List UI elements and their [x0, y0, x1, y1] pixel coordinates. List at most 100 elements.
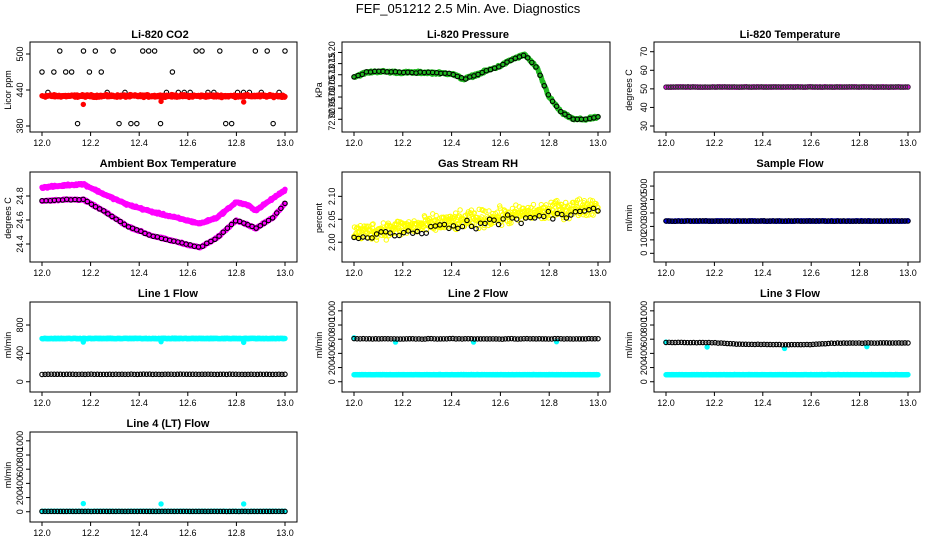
x-tick-label: 12.8 — [228, 138, 246, 148]
y-tick-label: 73.10 — [327, 63, 337, 86]
data-point — [473, 225, 479, 232]
x-tick-label: 12.2 — [82, 138, 100, 148]
x-tick-label: 12.6 — [492, 268, 510, 278]
x-tick-label: 13.0 — [276, 268, 294, 278]
data-point — [240, 99, 247, 105]
x-tick-label: 12.4 — [130, 268, 148, 278]
data-series — [351, 52, 601, 123]
plot-frame — [341, 41, 611, 133]
x-tick-label: 12.6 — [802, 138, 820, 148]
data-point — [158, 338, 164, 345]
y-tick-label: 60 — [639, 65, 649, 75]
y-tick-label: 24.8 — [15, 187, 25, 205]
x-tick-label: 12.8 — [228, 398, 246, 408]
data-point — [51, 69, 57, 75]
data-series — [351, 335, 601, 378]
x-tick-label: 12.0 — [33, 398, 51, 408]
x-tick-label: 12.8 — [540, 138, 558, 148]
x-tick-label: 12.4 — [443, 138, 461, 148]
x-tick-label: 12.4 — [754, 268, 772, 278]
x-tick-label: 12.6 — [492, 138, 510, 148]
data-point — [282, 371, 288, 378]
x-tick-label: 12.8 — [851, 268, 869, 278]
data-point — [145, 48, 152, 54]
data-point — [264, 48, 270, 54]
x-tick-label: 13.0 — [589, 398, 607, 408]
data-point — [140, 48, 146, 54]
panel-pressure-chart: Li-820 Pressure kPa 12.0 12.2 12.4 12.6 12.8… — [314, 29, 611, 148]
x-tick-label: 12.0 — [657, 398, 675, 408]
page-title: FEF_051212 2.5 Min. Ave. Diagnostics — [355, 1, 581, 16]
panel-line1-chart: Line 1 Flow ml/min 12.0 12.2 12.4 12.6 12.8 1… — [3, 288, 298, 408]
y-tick-label: 50 — [639, 84, 649, 94]
y-axis-label: kPa — [314, 82, 324, 98]
data-point — [595, 335, 601, 342]
panel-sampleflow-chart: Sample Flow ml/min 12.0 12.2 12.4 12.6 12.8 1… — [624, 158, 921, 278]
x-tick-label: 12.0 — [657, 138, 675, 148]
data-point — [282, 335, 288, 342]
data-point — [270, 120, 276, 127]
data-point — [134, 120, 140, 127]
data-point — [252, 48, 259, 54]
x-tick-label: 13.0 — [899, 138, 917, 148]
y-tick-label: 2.10 — [327, 188, 337, 206]
data-point — [457, 207, 463, 213]
panel-title: Gas Stream RH — [438, 158, 518, 170]
y-tick-label: 0 — [327, 379, 337, 384]
x-tick-label: 13.0 — [276, 138, 294, 148]
y-tick-label: 500 — [15, 46, 25, 61]
x-tick-label: 12.2 — [706, 138, 724, 148]
data-point — [530, 201, 537, 208]
data-series — [39, 48, 288, 127]
data-point — [80, 339, 87, 345]
data-series — [39, 371, 288, 378]
x-tick-label: 12.6 — [179, 138, 197, 148]
panel-co2-chart: Li-820 CO2 Licor ppm 12.0 12.2 12.4 12.6 12.… — [3, 29, 298, 148]
x-tick-label: 12.6 — [802, 268, 820, 278]
x-tick-label: 12.4 — [443, 268, 461, 278]
data-point — [282, 48, 288, 54]
y-tick-label: 500 — [639, 179, 649, 194]
plot-frame — [341, 301, 611, 393]
y-axis-label: ml/min — [3, 332, 13, 359]
panel-title: Line 2 Flow — [448, 288, 508, 300]
data-point — [39, 69, 45, 75]
plot-frame — [653, 171, 921, 263]
y-tick-label: 73.00 — [327, 86, 337, 109]
y-tick-label: 400 — [327, 346, 337, 361]
y-axis-label: percent — [314, 202, 324, 233]
y-tick-label: 1000 — [639, 301, 649, 321]
x-tick-label: 12.4 — [443, 398, 461, 408]
y-tick-label: 73.15 — [327, 52, 337, 75]
data-point — [199, 48, 205, 54]
x-tick-label: 12.6 — [802, 398, 820, 408]
y-tick-label: 2.00 — [327, 233, 337, 251]
y-tick-label: 380 — [15, 118, 25, 133]
x-tick-label: 12.4 — [130, 138, 148, 148]
data-point — [193, 48, 199, 54]
data-point — [282, 186, 288, 192]
y-tick-label: 30 — [639, 121, 649, 131]
y-tick-label: 600 — [327, 332, 337, 347]
x-tick-label: 12.2 — [82, 398, 100, 408]
data-point — [116, 120, 122, 127]
panel-title: Ambient Box Temperature — [100, 158, 237, 170]
x-tick-label: 12.0 — [345, 398, 363, 408]
y-axis-label: degrees C — [624, 69, 634, 111]
x-tick-label: 12.8 — [851, 138, 869, 148]
panel-line3-chart: Line 3 Flow ml/min 12.0 12.2 12.4 12.6 12.8 1… — [624, 288, 921, 408]
x-tick-label: 12.6 — [179, 268, 197, 278]
data-point — [62, 69, 69, 75]
x-tick-label: 13.0 — [276, 398, 294, 408]
y-axis-label: Licor ppm — [3, 70, 13, 110]
panel-rh-chart: Gas Stream RH percent 12.0 12.2 12.4 12.6 12… — [314, 158, 611, 278]
y-tick-label: 73.20 — [327, 41, 337, 64]
y-tick-label: 400 — [15, 346, 25, 361]
y-axis-label: ml/min — [314, 332, 324, 359]
data-point — [217, 48, 223, 54]
data-point — [228, 120, 235, 127]
panel-title: Line 3 Flow — [760, 288, 820, 300]
x-tick-label: 12.0 — [345, 138, 363, 148]
y-tick-label: 1000 — [327, 301, 337, 321]
x-tick-label: 12.2 — [394, 268, 412, 278]
